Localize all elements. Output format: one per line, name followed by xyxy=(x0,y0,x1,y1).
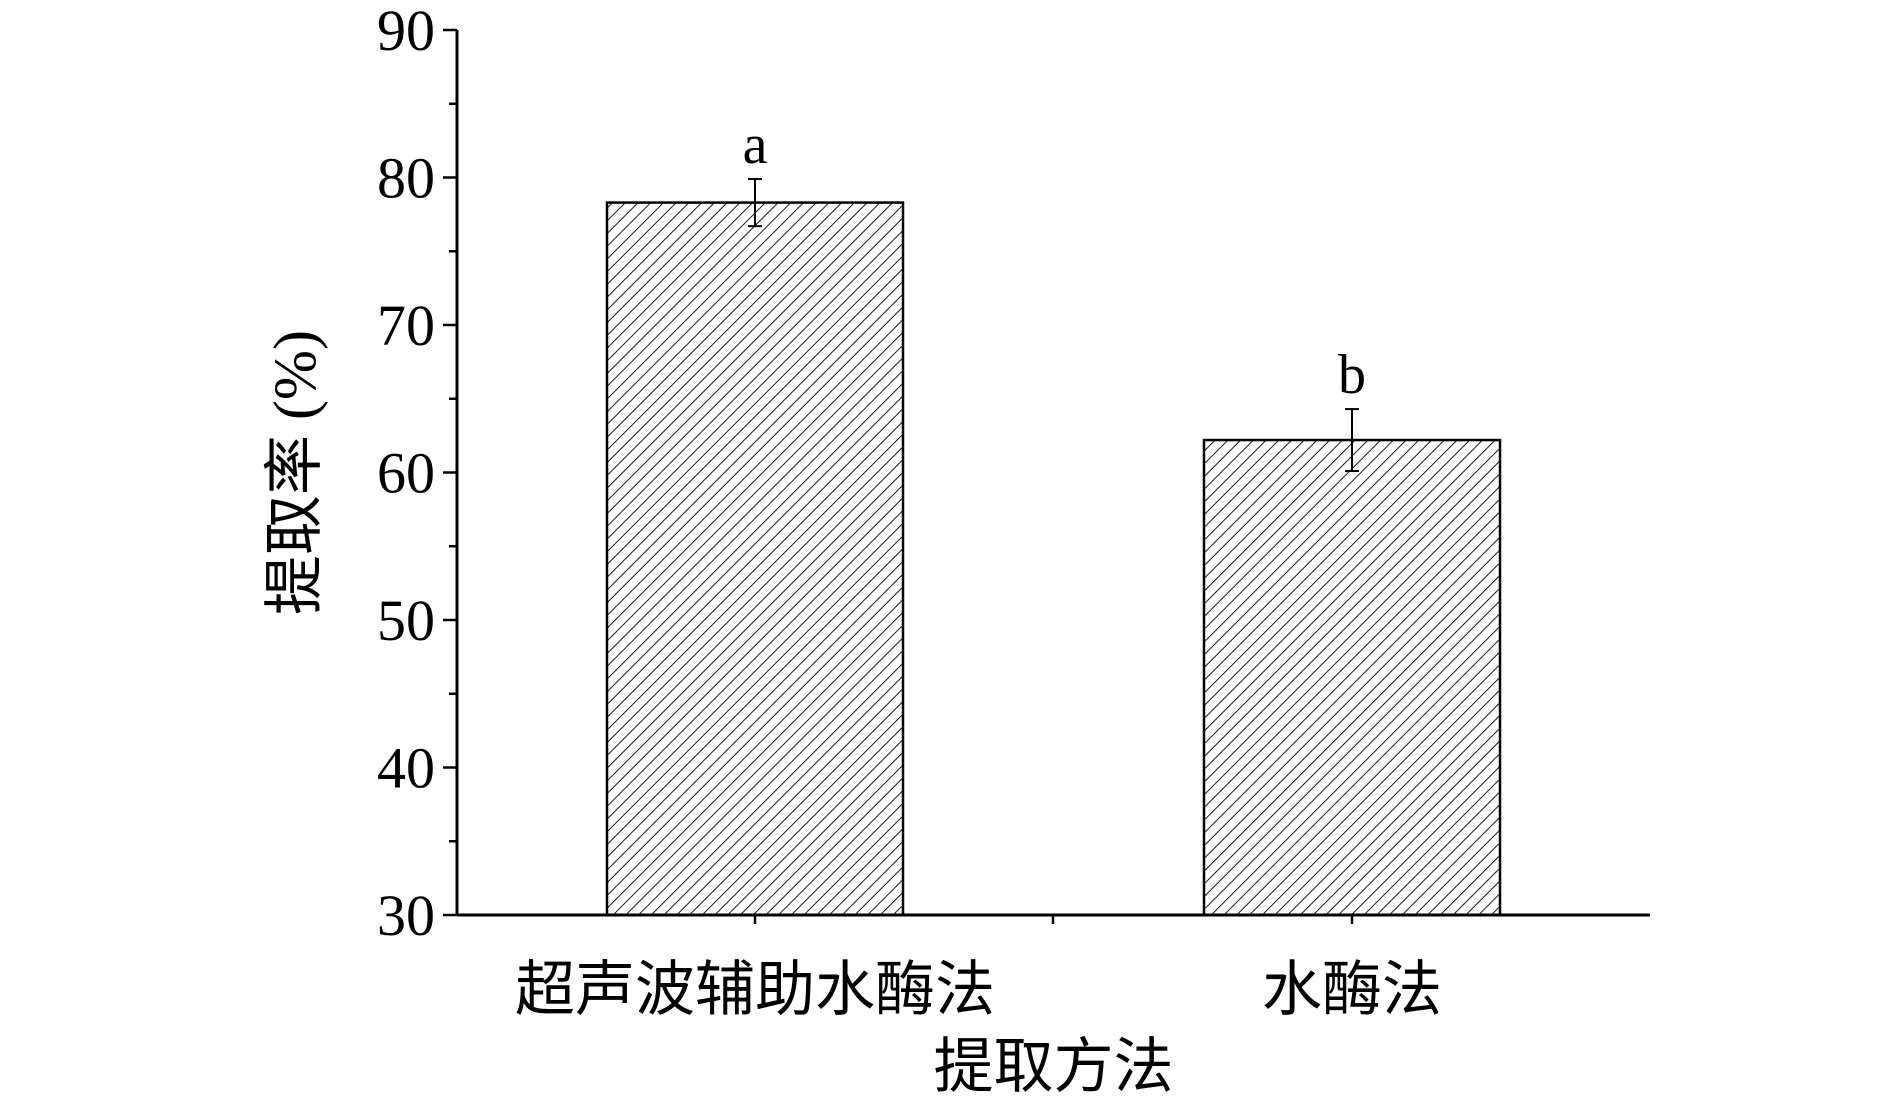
y-tick-label-7: 90 xyxy=(377,0,435,63)
y-axis-title: 提取率 (%) xyxy=(262,330,328,615)
x-axis-title: 提取方法 xyxy=(934,1034,1174,1100)
bar-2 xyxy=(1202,438,1502,917)
y-tick-label-5: 70 xyxy=(377,293,435,358)
bar-1 xyxy=(605,201,905,917)
significance-label-1: a xyxy=(743,114,768,176)
x-tick-label-2: 水酶法 xyxy=(1262,957,1442,1023)
y-tick-label-4: 60 xyxy=(377,441,435,506)
y-tick-label-1: 30 xyxy=(377,883,435,948)
x-tick-label-1: 超声波辅助水酶法 xyxy=(515,957,995,1023)
y-tick-label-3: 50 xyxy=(377,588,435,653)
y-tick-label-6: 80 xyxy=(377,146,435,211)
significance-label-2: b xyxy=(1338,344,1366,406)
bars-layer: ab xyxy=(605,114,1502,917)
y-tick-label-2: 40 xyxy=(377,736,435,801)
axes-layer: 超声波辅助水酶法 水酶法 30 40 50 60 70 80 90 xyxy=(377,0,1650,1023)
